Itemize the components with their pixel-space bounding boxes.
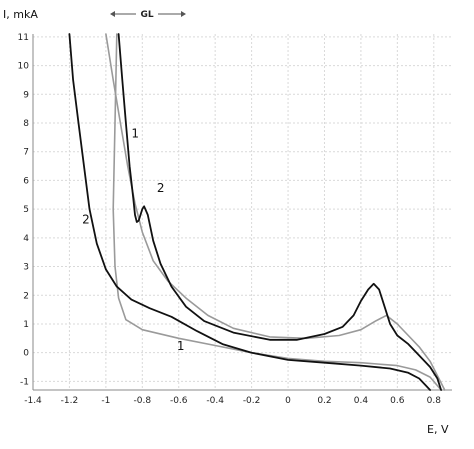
y-axis-label: I, mkA bbox=[3, 8, 38, 21]
y-tick-label: 11 bbox=[18, 33, 29, 43]
curve-1-line bbox=[105, 33, 446, 391]
gl-arrow-right-icon[interactable] bbox=[181, 11, 186, 17]
x-tick-label: 0.8 bbox=[427, 396, 442, 406]
y-tick-label: 9 bbox=[23, 90, 29, 100]
x-tick-label: -0.6 bbox=[170, 396, 188, 406]
x-tick-label: -1.4 bbox=[24, 396, 42, 406]
y-tick-label: 8 bbox=[23, 119, 29, 129]
curve-2-line bbox=[117, 33, 442, 391]
x-tick-label: 0 bbox=[285, 396, 291, 406]
y-tick-label: 7 bbox=[23, 148, 29, 158]
curve-1-line bbox=[112, 33, 442, 391]
gl-label-bg bbox=[136, 7, 158, 20]
curve-label: 1 bbox=[177, 339, 185, 353]
y-tick-label: -1 bbox=[20, 377, 29, 387]
curve-label: 2 bbox=[82, 212, 90, 226]
x-tick-label: 0.2 bbox=[317, 396, 331, 406]
curve-labels: 1 1 2 2 bbox=[82, 126, 184, 352]
gl-label: GL bbox=[140, 10, 153, 20]
gl-arrow-left-icon[interactable] bbox=[110, 11, 115, 17]
y-tick-label: 10 bbox=[18, 62, 30, 72]
series bbox=[68, 33, 446, 391]
x-tick-label: -1 bbox=[101, 396, 110, 406]
y-tick-label: 4 bbox=[23, 234, 29, 244]
y-tick-label: 1 bbox=[23, 320, 29, 330]
gl-toolbar-control[interactable]: GL bbox=[110, 7, 186, 20]
y-tick-label: 3 bbox=[23, 263, 29, 273]
y-tick-label: 0 bbox=[23, 349, 29, 359]
y-tick-label: 5 bbox=[23, 205, 29, 215]
curve-2-line bbox=[68, 33, 431, 391]
x-tick-label: -1.2 bbox=[61, 396, 79, 406]
tick-labels: -1.4 -1.2 -1 -0.8 -0.6 -0.4 -0.2 0 0.2 0.4 0.6 0.8 -… bbox=[18, 33, 442, 406]
curve-label: 2 bbox=[157, 181, 165, 195]
grid bbox=[33, 34, 452, 390]
x-tick-label: -0.2 bbox=[243, 396, 261, 406]
x-tick-label: 0.4 bbox=[354, 396, 369, 406]
x-tick-label: 0.6 bbox=[390, 396, 405, 406]
x-tick-label: -0.4 bbox=[206, 396, 224, 406]
x-tick-label: -0.8 bbox=[134, 396, 152, 406]
y-tick-label: 6 bbox=[23, 176, 29, 186]
axes bbox=[32, 34, 452, 391]
curve-label: 1 bbox=[131, 126, 139, 140]
x-axis-label: E, V bbox=[427, 423, 449, 436]
y-tick-label: 2 bbox=[23, 291, 29, 301]
